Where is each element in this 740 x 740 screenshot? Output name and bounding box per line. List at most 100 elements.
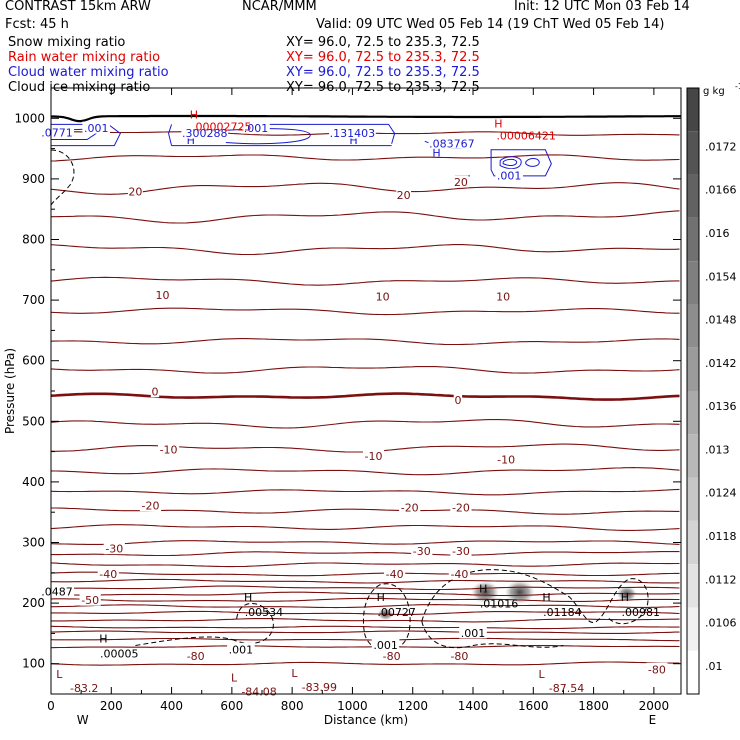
isotherm-line [51,645,680,649]
colorbar-segment [687,391,699,435]
cloud-water-label: .131403 [330,127,376,140]
isotherm-line [51,597,680,602]
y-tick-label: 300 [22,536,45,550]
y-tick-label: 600 [22,354,45,368]
low-value: -87.54 [549,682,584,695]
contour-labels: -80 -80 -80-80-50-40 -40 -40-30 -30 -30-20 -20-… [40,108,668,699]
colorbar: .0172 .0166 .016 .0154 .0148 .0142 .0136 .013 .0… [686,82,740,695]
colorbar-tick-label: .0142 [705,357,737,370]
isotherm-line [51,244,680,256]
isotherm-line [51,625,680,630]
ice-contour-label: .0487 [41,586,73,599]
cloud-water-contour-line [490,149,552,177]
label-background [396,188,412,201]
ice-contour-line [135,636,232,647]
ice-high-value: .00534 [245,606,284,619]
temperature-label: 20 [397,189,411,202]
ice-shade-blob [471,580,500,604]
center-label: NCAR/MMM [242,0,317,14]
colorbar-segment [687,261,699,305]
colorbar-tick-label: .0106 [705,617,737,630]
label-background [453,393,463,406]
temperature-label: -30 [105,543,123,556]
label-background [450,544,472,557]
cloud-water-label: .083767 [429,137,475,150]
temperature-label: -20 [141,500,159,513]
ground-line [51,114,681,123]
label-background [375,290,390,303]
colorbar-segment [687,434,699,478]
colorbar-tick-label: .0124 [705,487,737,500]
isotherm-line [51,365,680,374]
x-tick-label: 1000 [337,699,368,713]
temperature-label: 0 [454,394,461,407]
rain-value: .00002725 [192,120,252,133]
temperature-label: -40 [450,568,468,581]
ice-high-marker: H [542,591,550,604]
temperature-label: 10 [496,291,510,304]
temperature-label: -80 [648,663,666,676]
colorbar-unit-exponent: -1 [735,82,740,91]
temperature-label: -80 [187,650,205,663]
x-tick-label: 800 [281,699,304,713]
cloud-water-label: .001 [84,122,109,135]
cloud-high-marker: H [187,134,195,147]
colorbar-tick-label: .0166 [705,184,737,197]
temperature-label: -30 [452,545,470,558]
colorbar-segment [687,520,699,565]
colorbar-segment [687,347,699,391]
temperature-label: -80 [450,650,468,663]
y-tick-label: 1000 [14,111,45,125]
temperature-contours [51,131,680,666]
colorbar-tick-label: .0136 [705,400,737,413]
temperature-label: -50 [81,594,99,607]
y-tick-label: 400 [22,475,45,489]
colorbar-segment [687,217,699,262]
ice-high-value: .01016 [480,598,519,611]
x-tick-label: 2000 [639,699,670,713]
cloud-water-label: .0771 [41,126,73,139]
isotherm-line [51,591,680,597]
colorbar-segment [687,650,699,694]
ice-high-marker: H [621,591,629,604]
label-background [139,499,162,512]
isotherm-line [51,610,680,615]
temperature-label: -30 [413,545,431,558]
west-label: W [77,713,89,727]
label-background [646,662,668,675]
isotherm-line [51,585,680,591]
x-tick-label: 1600 [518,699,549,713]
colorbar-segment [687,304,699,348]
label-background [381,649,403,662]
isotherm-line [51,562,680,568]
label-background [428,136,476,149]
label-background [384,567,406,580]
temperature-label: -10 [160,443,178,456]
colorbar-tick-label: .016 [705,227,730,240]
cloud-water-contour-line [525,158,540,167]
valid-time: Valid: 09 UTC Wed 05 Feb 14 (19 ChT Wed … [316,17,665,32]
temperature-label: -20 [452,501,470,514]
temperature-label: -10 [497,454,515,467]
label-background [459,626,487,639]
field-cloud-name: Cloud water mixing ratio [8,65,169,80]
temperature-label: 20 [454,176,468,189]
label-background [79,593,101,606]
label-background [371,638,400,651]
ice-high-marker: H [99,632,107,645]
isotherm-line [51,154,680,162]
isotherm-line [51,419,680,429]
isotherm-line [51,637,680,642]
rain-value: .00006421 [496,129,556,142]
y-tick-label: 700 [22,293,45,307]
label-background [82,121,111,134]
ice-contour-label: .001 [461,627,486,640]
zero-isotherm-line [51,392,680,401]
label-background [453,175,469,188]
colorbar-frame [686,87,700,695]
temperature-label: 20 [128,186,142,199]
temperature-label: -10 [365,450,383,463]
label-background [242,121,270,134]
rain-high-marker: H [494,117,502,130]
